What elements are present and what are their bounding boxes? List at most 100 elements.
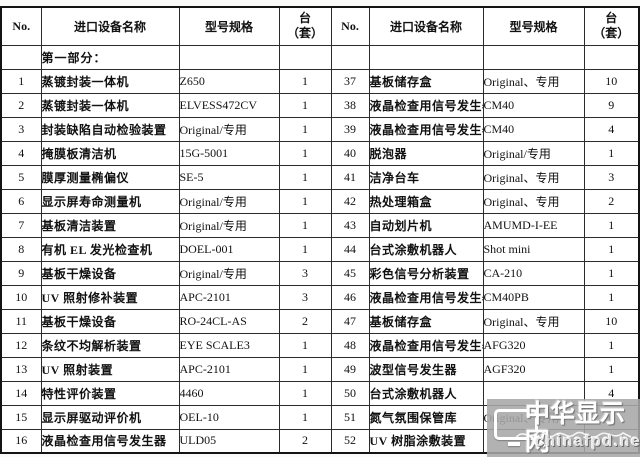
equipment-name: 基板储存盒	[368, 68, 484, 94]
model-spec: Original、专用	[482, 68, 585, 94]
equipment-name: 特性评价装置	[40, 380, 180, 406]
model-spec: Original、专用	[482, 308, 585, 334]
header-unit-right: 台 （套）	[583, 6, 640, 46]
model-spec: CM40	[482, 92, 585, 118]
equipment-name: 蒸镀封装一体机	[40, 68, 180, 94]
table-row: 8 有机 EL 发光检查机 DOEL-001 1 44 台式涂敷机器人 Shot mini 1	[0, 236, 640, 262]
quantity: 1	[278, 92, 332, 118]
row-no: 50	[330, 380, 370, 406]
quantity: 1	[278, 164, 332, 190]
model-spec: AFG320	[482, 332, 585, 358]
empty-cell	[330, 44, 370, 70]
model-spec: CM40PB	[482, 284, 585, 310]
model-spec: RO-24CL-AS	[178, 308, 280, 334]
row-no: 39	[330, 116, 370, 142]
row-no: 37	[330, 68, 370, 94]
equipment-name: 台式涂敷机器人	[368, 236, 484, 262]
quantity: 10	[583, 68, 640, 94]
equipment-name: 液晶检查用信号发生器	[368, 116, 484, 142]
equipment-name: 条纹不均解析装置	[40, 332, 180, 358]
equipment-name: 波型信号发生器	[368, 356, 484, 382]
model-spec: Original、专用	[482, 164, 585, 190]
quantity: 1	[583, 212, 640, 238]
header-unit-left: 台 （套）	[278, 6, 332, 46]
quantity: 1	[278, 116, 332, 142]
quantity: 1	[278, 140, 332, 166]
equipment-name: 洁净台车	[368, 164, 484, 190]
header-no-left: No.	[0, 6, 42, 46]
model-spec: 4460	[178, 380, 280, 406]
quantity: 1	[583, 356, 640, 382]
quantity: 1	[583, 260, 640, 286]
section-row: 第一部分：	[0, 44, 640, 70]
model-spec: ULD05	[178, 428, 280, 454]
equipment-name: UV 照射装置	[40, 356, 180, 382]
equipment-name: 脱泡器	[368, 140, 484, 166]
equipment-name: 彩色信号分析装置	[368, 260, 484, 286]
quantity: 1	[583, 236, 640, 262]
equipment-name: 液晶检查用信号发生器	[368, 284, 484, 310]
table-row: 5 膜厚测量椭偏仪 SE-5 1 41 洁净台车 Original、专用 3	[0, 164, 640, 190]
row-no: 6	[0, 188, 42, 214]
row-no: 1	[0, 68, 42, 94]
row-no: 46	[330, 284, 370, 310]
equipment-name: 台式涂敷机器人	[368, 380, 484, 406]
quantity: 1	[583, 332, 640, 358]
row-no: 13	[0, 356, 42, 382]
watermark-overlay: 中华显示网 chinafpd.net	[487, 399, 640, 457]
section-label: 第一部分：	[40, 44, 180, 70]
row-no: 9	[0, 260, 42, 286]
quantity: 2	[278, 428, 332, 454]
equipment-name: 基板清洁装置	[40, 212, 180, 238]
quantity: 1	[583, 140, 640, 166]
table-row: 13 UV 照射装置 APC-2101 1 49 波型信号发生器 AGF320 1	[0, 356, 640, 382]
row-no: 40	[330, 140, 370, 166]
watermark-signature-scribble	[514, 430, 632, 440]
row-no: 15	[0, 404, 42, 430]
row-no: 5	[0, 164, 42, 190]
header-unit-top: 台	[298, 11, 311, 26]
row-no: 16	[0, 428, 42, 454]
row-no: 12	[0, 332, 42, 358]
row-no: 43	[330, 212, 370, 238]
quantity: 2	[278, 308, 332, 334]
model-spec: SE-5	[178, 164, 280, 190]
equipment-name: 热处理箱盒	[368, 188, 484, 214]
table-row: 1 蒸镀封装一体机 Z650 1 37 基板储存盒 Original、专用 10	[0, 68, 640, 94]
watermark-site-url: chinafpd.net	[535, 433, 640, 450]
model-spec: DOEL-001	[178, 236, 280, 262]
model-spec: 15G-5001	[178, 140, 280, 166]
model-spec: Original/专用	[178, 212, 280, 238]
header-no-right: No.	[330, 6, 370, 46]
equipment-name: 液晶检查用信号发生器	[368, 92, 484, 118]
row-no: 38	[330, 92, 370, 118]
model-spec: CA-210	[482, 260, 585, 286]
header-model-right: 型号规格	[482, 6, 585, 46]
imported-equipment-table: No. 进口设备名称 型号规格 台 （套） No. 进口设备名称 型号规格 台 …	[0, 6, 640, 454]
model-spec: AMUMD-I-EE	[482, 212, 585, 238]
model-spec: OEL-10	[178, 404, 280, 430]
table-body: 第一部分： 1 蒸镀封装一体机 Z650 1 37 基板储存盒 Original、专用 10 2…	[0, 44, 640, 454]
model-spec: Original、专用	[482, 188, 585, 214]
empty-cell	[0, 44, 42, 70]
row-no: 14	[0, 380, 42, 406]
header-unit-bottom: （套）	[286, 26, 323, 41]
row-no: 51	[330, 404, 370, 430]
empty-cell	[278, 44, 332, 70]
quantity: 1	[278, 212, 332, 238]
table-row: 11 基板干燥设备 RO-24CL-AS 2 47 基板储存盒 Original、专用 10	[0, 308, 640, 334]
model-spec: CM40	[482, 116, 585, 142]
table-row: 7 基板清洁装置 Original/专用 1 43 自动划片机 AMUMD-I-EE 1	[0, 212, 640, 238]
row-no: 49	[330, 356, 370, 382]
equipment-name: 显示屏驱动评价机	[40, 404, 180, 430]
model-spec: Z650	[178, 68, 280, 94]
quantity: 1	[278, 236, 332, 262]
quantity: 1	[278, 404, 332, 430]
quantity: 9	[583, 92, 640, 118]
row-no: 45	[330, 260, 370, 286]
row-no: 44	[330, 236, 370, 262]
model-spec: ELVESS472CV	[178, 92, 280, 118]
quantity: 1	[278, 356, 332, 382]
header-unit-bottom: （套）	[593, 26, 630, 41]
